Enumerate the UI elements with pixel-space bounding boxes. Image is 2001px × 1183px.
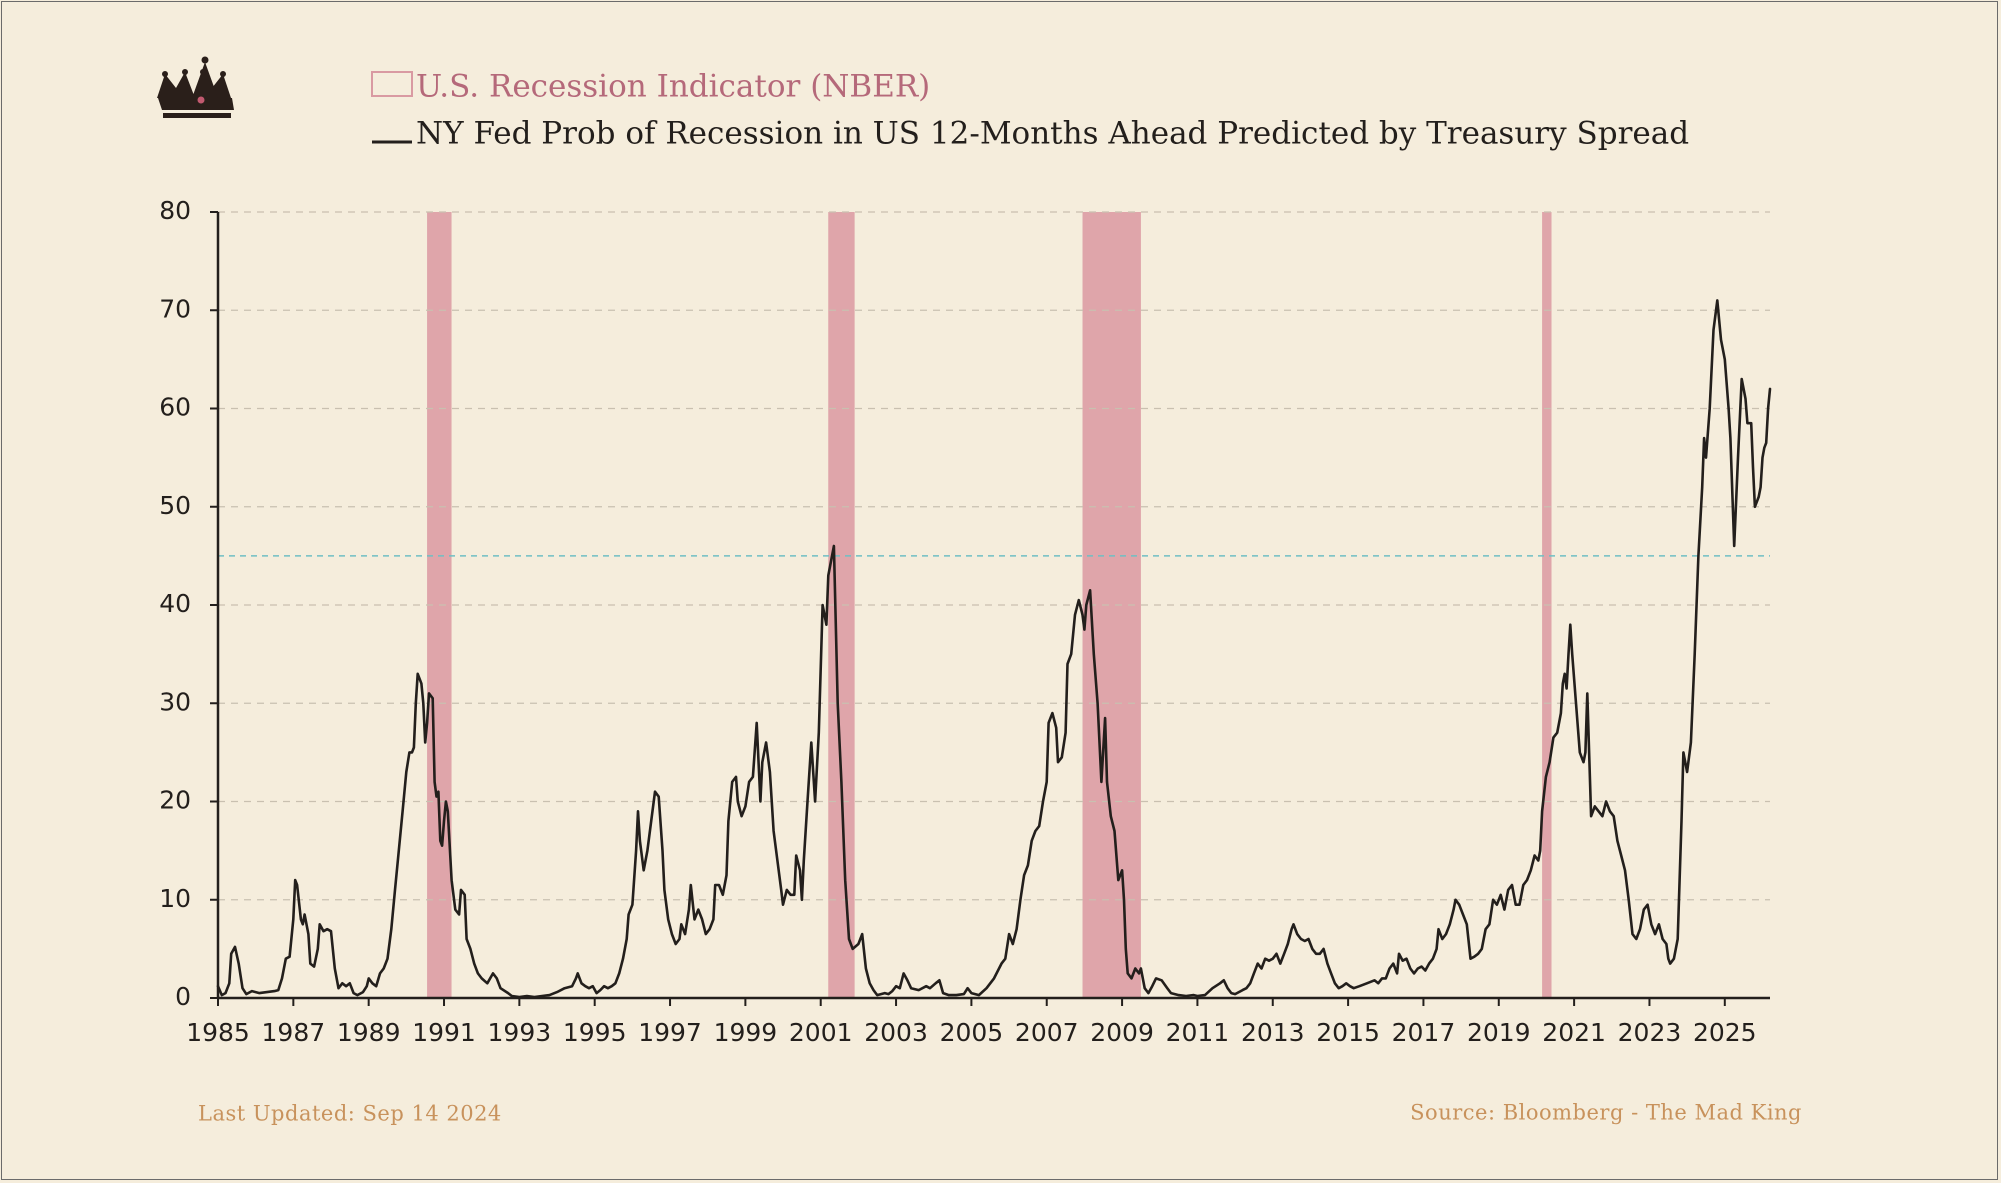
y-tick-label: 60	[159, 393, 191, 422]
legend: U.S. Recession Indicator (NBER) NY Fed P…	[371, 69, 1689, 152]
x-tick-label: 2001	[789, 1018, 853, 1047]
x-tick-label: 1993	[488, 1018, 552, 1047]
x-tick-label: 2003	[864, 1018, 928, 1047]
y-tick-label: 40	[159, 589, 191, 618]
crown-logo-icon	[157, 56, 234, 118]
x-tick-label: 2007	[1015, 1018, 1079, 1047]
x-tick-label: 2013	[1241, 1018, 1305, 1047]
plot-area: 0 10 20 30 40 50 60 70 80 1985 1987 1989 1991 1993 199…	[159, 196, 1772, 1047]
y-tick-label: 70	[159, 294, 191, 323]
y-tick-label: 50	[159, 491, 191, 520]
x-tick-label: 2019	[1467, 1018, 1531, 1047]
x-tick-label: 1987	[262, 1018, 326, 1047]
x-tick-label: 1999	[714, 1018, 778, 1047]
x-tick-label: 2005	[940, 1018, 1004, 1047]
x-tick-label: 1997	[638, 1018, 702, 1047]
x-tick-label: 1991	[412, 1018, 476, 1047]
y-tick-label: 80	[159, 196, 191, 225]
x-tick-label: 1989	[337, 1018, 401, 1047]
legend-recession-swatch	[371, 71, 413, 97]
y-tick-label: 10	[159, 884, 191, 913]
x-tick-label: 2015	[1316, 1018, 1380, 1047]
y-tick-label: 0	[175, 982, 191, 1011]
y-tick-label: 30	[159, 687, 191, 716]
x-tick-label: 2023	[1618, 1018, 1682, 1047]
legend-line-label: NY Fed Prob of Recession in US 12-Months…	[416, 116, 1689, 152]
legend-recession-label: U.S. Recession Indicator (NBER)	[416, 69, 930, 105]
x-tick-label: 2021	[1542, 1018, 1606, 1047]
recession-probability-line	[216, 299, 1772, 999]
last-updated-text: Last Updated: Sep 14 2024	[198, 1102, 502, 1126]
source-text: Source: Bloomberg - The Mad King	[1410, 1101, 1802, 1125]
x-tick-label: 2009	[1090, 1018, 1154, 1047]
x-tick-label: 2017	[1392, 1018, 1456, 1047]
x-tick-label: 1995	[563, 1018, 627, 1047]
x-tick-label: 1985	[186, 1018, 250, 1047]
x-tick-label: 2025	[1693, 1018, 1757, 1047]
y-tick-label: 20	[159, 786, 191, 815]
x-tick-label: 2011	[1166, 1018, 1230, 1047]
